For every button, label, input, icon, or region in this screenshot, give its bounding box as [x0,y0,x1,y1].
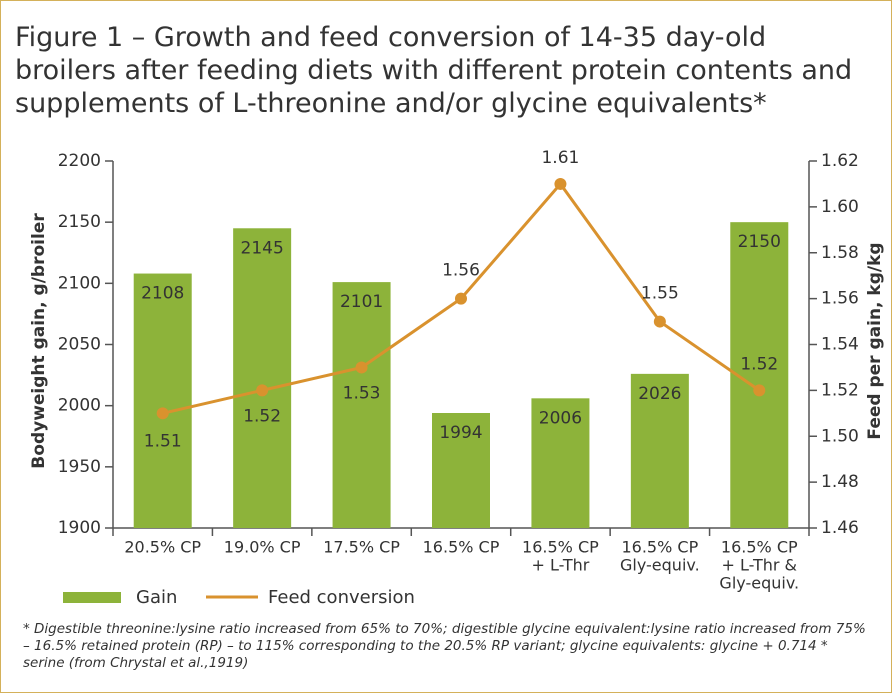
y-tick-label: 2150 [58,212,101,232]
bar-value-label: 2006 [539,408,582,428]
x-tick-label: Gly-equiv. [620,556,700,575]
line-point [355,361,368,374]
bar [332,282,391,528]
line-value-label: 1.61 [541,148,579,168]
y2-tick-label: 1.50 [821,426,859,446]
bar [133,273,192,528]
y-tick-label: 2200 [58,151,101,171]
bar [432,413,490,528]
line-point [753,384,766,397]
y2-tick-label: 1.46 [821,518,859,538]
y2-tick-label: 1.62 [821,151,859,171]
bar-value-label: 2150 [738,232,781,252]
bar-value-label: 2108 [141,284,184,304]
y-tick-label: 2050 [58,335,101,355]
bar-value-label: 2026 [638,384,681,404]
y2-tick-label: 1.58 [821,243,859,263]
line-value-label: 1.56 [442,261,480,281]
x-tick-label: 16.5% CP [522,538,599,557]
y2-tick-label: 1.54 [821,335,859,355]
line-value-label: 1.52 [243,406,281,426]
line-point [156,407,169,420]
line-point [653,315,666,328]
x-tick-label: + L-Thr & [722,556,797,575]
line-point [256,384,269,397]
x-tick-label: 17.5% CP [323,538,400,557]
bar-value-label: 1994 [439,423,482,443]
bar [730,222,789,528]
chart-title: Figure 1 – Growth and feed conversion of… [15,22,853,119]
footnote: * Digestible threonine:lysine ratio incr… [23,621,866,671]
bar [630,373,689,528]
line-point [455,292,467,305]
line-value-label: 1.52 [740,354,778,374]
x-tick-label: Gly-equiv. [719,574,799,593]
x-tick-label: 16.5% CP [621,538,698,557]
line-point [554,177,567,190]
legend-swatch [63,592,121,603]
bar-value-label: 2101 [340,292,383,312]
y-axis-title: Bodyweight gain, g/broiler [29,213,49,469]
x-tick-label: 19.0% CP [224,538,301,557]
bar-value-label: 2145 [241,238,284,258]
x-tick-label: 16.5% CP [423,538,500,557]
legend-label: Feed conversion [268,587,415,608]
y-tick-label: 1950 [58,457,101,477]
legend-label: Gain [136,587,177,608]
y2-tick-label: 1.60 [821,197,859,217]
y2-axis-title: Feed per gain, kg/kg [865,242,885,439]
y2-tick-label: 1.56 [821,289,859,309]
line-value-label: 1.53 [343,383,381,403]
line-value-label: 1.51 [144,431,182,451]
y-tick-label: 2100 [58,273,101,293]
y2-tick-label: 1.52 [821,380,859,400]
y2-tick-label: 1.48 [821,472,859,492]
line-value-label: 1.55 [641,284,679,304]
bar [531,398,590,528]
bar [233,228,292,529]
x-tick-label: 16.5% CP [721,538,798,557]
x-tick-label: + L-Thr [531,556,589,575]
y-tick-label: 2000 [58,396,101,416]
y-tick-label: 1900 [58,518,101,538]
x-tick-label: 20.5% CP [124,538,201,557]
